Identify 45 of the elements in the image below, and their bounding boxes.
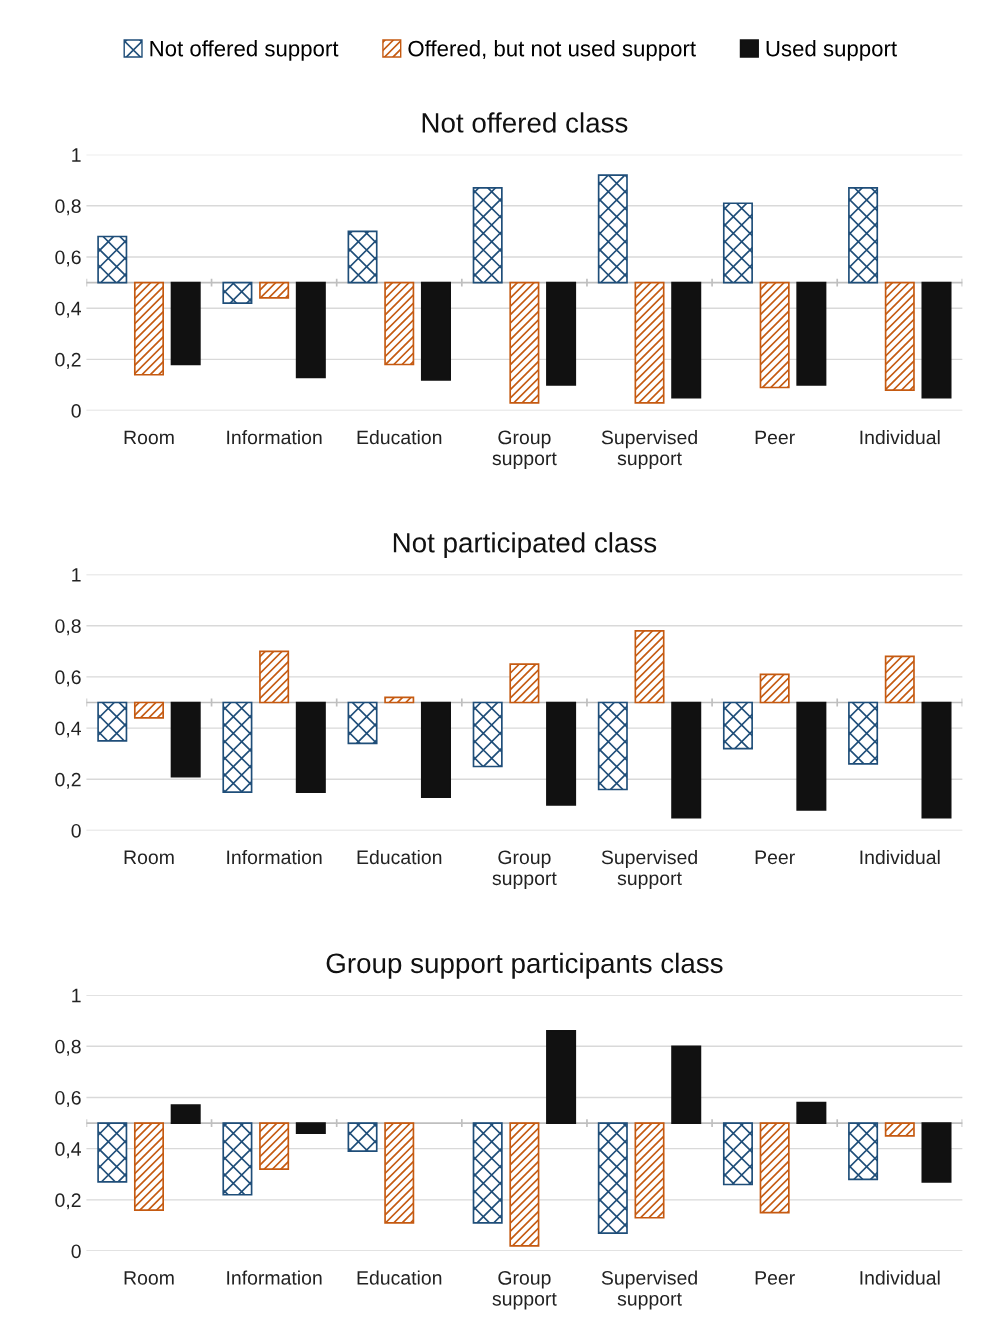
x-tick-label: Education bbox=[357, 849, 442, 865]
y-tick-label: 1 bbox=[72, 148, 81, 162]
x-tick-label: Group support bbox=[492, 850, 557, 889]
y-tick-label: 0 bbox=[71, 823, 81, 838]
x-tick-label: Supervised support bbox=[601, 1270, 697, 1310]
legend-label: Used support bbox=[766, 40, 897, 61]
y-tick-label: 0,8 bbox=[55, 199, 81, 216]
y-tick-label: 0,2 bbox=[55, 772, 81, 789]
chart-title: Not offered class bbox=[422, 112, 628, 133]
y-tick-label: 0,6 bbox=[55, 250, 81, 267]
x-tick-label: Education bbox=[357, 1270, 442, 1285]
chart-title: Not participated class bbox=[393, 532, 657, 559]
chart-title: Group support participants class bbox=[326, 952, 723, 979]
y-tick-label: 0,8 bbox=[55, 1039, 81, 1056]
x-tick-label: Supervised support bbox=[601, 849, 697, 889]
x-tick-label: Individual bbox=[860, 849, 940, 865]
y-tick-label: 1 bbox=[72, 988, 81, 1003]
y-tick-label: 0,4 bbox=[55, 721, 81, 738]
y-tick-label: 0,2 bbox=[55, 1193, 81, 1210]
y-tick-label: 0,8 bbox=[55, 619, 81, 636]
x-tick-label: Education bbox=[357, 430, 442, 445]
x-tick-label: Room bbox=[124, 1271, 174, 1285]
x-tick-label: Individual bbox=[860, 1270, 940, 1285]
x-tick-label: Room bbox=[124, 430, 174, 445]
y-tick-label: 0 bbox=[71, 1244, 81, 1259]
x-tick-label: Peer bbox=[755, 850, 795, 865]
y-tick-label: 0,6 bbox=[55, 670, 81, 687]
y-tick-label: 0,4 bbox=[55, 301, 81, 318]
x-tick-label: Information bbox=[227, 430, 322, 445]
x-tick-label: Group support bbox=[492, 430, 557, 470]
x-tick-label: Group support bbox=[492, 1270, 557, 1310]
x-tick-label: Supervised support bbox=[601, 430, 697, 470]
x-tick-label: Information bbox=[227, 1270, 322, 1285]
x-tick-label: Room bbox=[124, 850, 174, 865]
y-tick-label: 0,2 bbox=[55, 352, 81, 369]
y-tick-label: 1 bbox=[72, 568, 81, 582]
legend-label: Offered, but not used support bbox=[408, 40, 696, 61]
y-tick-label: 0,4 bbox=[55, 1142, 81, 1159]
x-tick-label: Peer bbox=[755, 430, 795, 445]
x-tick-label: Information bbox=[227, 849, 322, 865]
y-tick-label: 0 bbox=[71, 404, 81, 418]
legend-label: Not offered support bbox=[150, 40, 339, 61]
y-tick-label: 0,6 bbox=[55, 1090, 81, 1107]
x-tick-label: Peer bbox=[755, 1271, 795, 1285]
x-tick-label: Individual bbox=[860, 430, 940, 445]
